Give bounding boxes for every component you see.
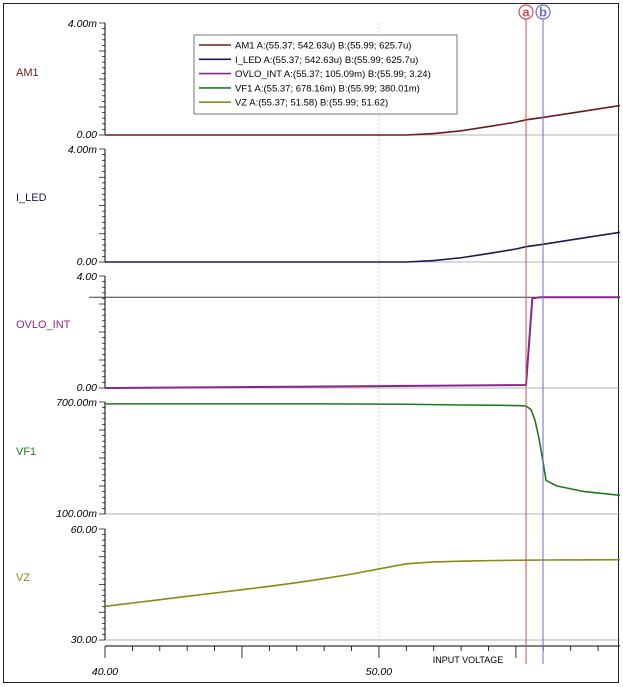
- y-tick-label-bottom: 30.00: [71, 634, 97, 646]
- y-tick-label-top: 4.00: [77, 271, 98, 283]
- panel-label-ovlo-int: OVLO_INT: [16, 319, 71, 331]
- y-tick-label-top: 60.00: [71, 524, 97, 536]
- cursor-marker-a: [518, 4, 534, 20]
- x-axis-title: INPUT VOLTAGE: [433, 655, 504, 665]
- x-tick-label: 50.00: [366, 666, 392, 678]
- x-tick-label: 40.00: [92, 666, 118, 678]
- y-tick-label-top: 4.00m: [68, 144, 97, 156]
- legend-entry-am1: AM1 A:(55.37; 542.63u) B:(55.99; 625.7u): [235, 41, 411, 52]
- legend-entry-ovlo-int: OVLO_INT A:(55.37; 105.09m) B:(55.99; 3.…: [235, 69, 431, 80]
- y-tick-label-bottom: 0.00: [77, 256, 98, 268]
- series-line-i-led: [105, 231, 620, 263]
- series-line-vz: [104, 558, 620, 608]
- legend-entry-vf1: VF1 A:(55.37; 678.16m) B:(55.99; 380.01m…: [235, 83, 420, 94]
- y-tick-label-bottom: 0.00: [77, 129, 98, 141]
- chart-frame: 4.00m 0.00 AM1 4.00m 0.00 I_LED 4.00 0.00 OVLO_I…: [3, 3, 620, 683]
- cursor-label-a: a: [522, 5, 530, 20]
- chart-canvas: 4.00m 0.00 AM1 4.00m 0.00 I_LED 4.00 0.00 OVLO_I…: [16, 4, 620, 678]
- legend-entry-vz: VZ A:(55.37; 51.58) B:(55.99; 51.62): [235, 98, 388, 109]
- panel-label-vf1: VF1: [16, 446, 36, 458]
- panel-label-am1: AM1: [16, 67, 39, 79]
- legend-box: [193, 34, 458, 115]
- panel-label-vz: VZ: [16, 572, 30, 584]
- y-tick-label-bottom: 0.00: [77, 382, 98, 394]
- series-line-vf1: [105, 403, 620, 497]
- panel-label-i-led: I_LED: [16, 192, 47, 204]
- y-tick-label-bottom: 100.00m: [56, 508, 97, 520]
- cursor-marker-b: [535, 4, 551, 20]
- series-line-am1: [105, 104, 620, 136]
- series-line-ovlo-int: [104, 296, 620, 389]
- cursor-label-b: b: [539, 5, 547, 20]
- y-tick-label-top: 4.00m: [68, 18, 97, 30]
- y-tick-label-top: 700.00m: [56, 397, 97, 409]
- legend-entry-i-led: I_LED A:(55.37; 542.63u) B:(55.99; 625.7…: [235, 55, 418, 66]
